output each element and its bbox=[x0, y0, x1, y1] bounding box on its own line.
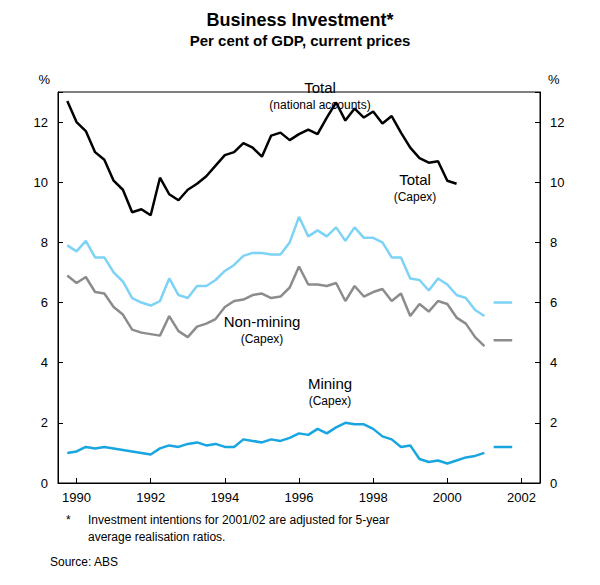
svg-text:1990: 1990 bbox=[62, 490, 91, 505]
svg-text:%: % bbox=[548, 72, 560, 87]
svg-text:1998: 1998 bbox=[359, 490, 388, 505]
svg-text:0: 0 bbox=[550, 476, 557, 491]
svg-text:1996: 1996 bbox=[285, 490, 314, 505]
svg-text:average realisation ratios.: average realisation ratios. bbox=[88, 530, 225, 544]
svg-text:8: 8 bbox=[550, 235, 557, 250]
svg-text:10: 10 bbox=[550, 175, 564, 190]
svg-text:Per cent of GDP, current price: Per cent of GDP, current prices bbox=[190, 32, 411, 49]
svg-text:12: 12 bbox=[34, 115, 48, 130]
svg-text:Business Investment*: Business Investment* bbox=[206, 10, 393, 30]
svg-text:Total: Total bbox=[399, 171, 431, 188]
svg-text:1992: 1992 bbox=[136, 490, 165, 505]
svg-text:10: 10 bbox=[34, 175, 48, 190]
svg-text:2002: 2002 bbox=[507, 490, 536, 505]
svg-text:2000: 2000 bbox=[433, 490, 462, 505]
svg-text:4: 4 bbox=[550, 355, 557, 370]
svg-text:4: 4 bbox=[41, 355, 48, 370]
svg-text:6: 6 bbox=[550, 295, 557, 310]
svg-text:12: 12 bbox=[550, 115, 564, 130]
svg-text:1994: 1994 bbox=[210, 490, 239, 505]
svg-text:(Capex): (Capex) bbox=[394, 190, 437, 204]
svg-text:Non-mining: Non-mining bbox=[224, 313, 301, 330]
svg-text:0: 0 bbox=[41, 476, 48, 491]
svg-text:*: * bbox=[66, 513, 71, 527]
svg-text:Total: Total bbox=[304, 79, 336, 96]
svg-text:(Capex): (Capex) bbox=[241, 332, 284, 346]
svg-text:6: 6 bbox=[41, 295, 48, 310]
svg-text:(Capex): (Capex) bbox=[309, 394, 352, 408]
svg-text:2: 2 bbox=[41, 415, 48, 430]
svg-text:8: 8 bbox=[41, 235, 48, 250]
svg-text:Investment intentions for 2001: Investment intentions for 2001/02 are ad… bbox=[88, 513, 390, 527]
svg-text:%: % bbox=[38, 72, 50, 87]
svg-text:Source: ABS: Source: ABS bbox=[50, 555, 118, 569]
svg-text:Mining: Mining bbox=[308, 375, 352, 392]
svg-text:(national accounts): (national accounts) bbox=[269, 98, 371, 112]
svg-text:2: 2 bbox=[550, 415, 557, 430]
